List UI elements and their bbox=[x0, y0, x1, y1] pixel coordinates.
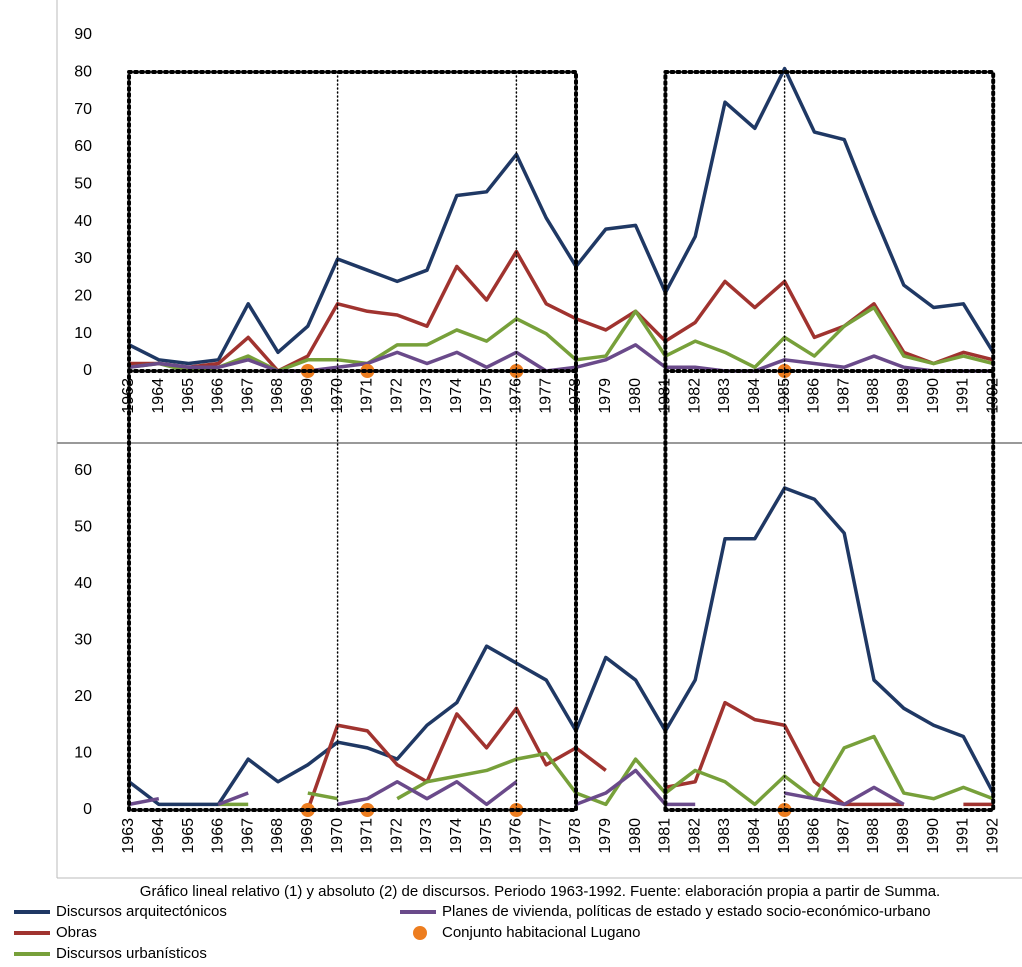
x-tick-label: 1973 bbox=[418, 818, 435, 854]
x-tick-label: 1971 bbox=[359, 818, 376, 854]
y-tick-label: 60 bbox=[74, 138, 92, 155]
y-tick-label: 0 bbox=[83, 801, 92, 818]
series-line bbox=[218, 734, 994, 807]
legend-label: Conjunto habitacional Lugano bbox=[442, 924, 641, 941]
x-tick-label: 1990 bbox=[925, 818, 942, 854]
y-tick-label: 30 bbox=[74, 250, 92, 267]
x-tick-label: 1992 bbox=[984, 818, 1001, 854]
y-tick-label: 50 bbox=[74, 176, 92, 193]
x-tick-label: 1964 bbox=[150, 378, 167, 414]
legend-label: Discursos urbanísticos bbox=[56, 945, 207, 962]
series-line bbox=[128, 768, 905, 807]
x-tick-label: 1983 bbox=[716, 378, 733, 414]
x-tick-label: 1991 bbox=[955, 818, 972, 854]
x-tick-label: 1969 bbox=[299, 378, 316, 414]
x-tick-label: 1977 bbox=[537, 818, 554, 854]
x-tick-label: 1986 bbox=[806, 818, 823, 854]
y-tick-label: 30 bbox=[74, 632, 92, 649]
legend-label: Planes de vivienda, políticas de estado … bbox=[442, 903, 931, 920]
y-tick-label: 40 bbox=[74, 575, 92, 592]
x-tick-label: 1988 bbox=[865, 818, 882, 854]
legend-label: Obras bbox=[56, 924, 97, 941]
x-tick-label: 1972 bbox=[388, 378, 405, 414]
x-tick-label: 1968 bbox=[269, 378, 286, 414]
x-tick-label: 1984 bbox=[746, 818, 763, 854]
legend-swatch bbox=[413, 926, 427, 940]
y-tick-label: 60 bbox=[74, 462, 92, 479]
series-line bbox=[128, 66, 995, 366]
x-tick-label: 1979 bbox=[597, 378, 614, 414]
x-tick-label: 1981 bbox=[657, 818, 674, 854]
y-tick-label: 80 bbox=[74, 64, 92, 81]
period-frame bbox=[127, 70, 578, 812]
y-tick-label: 10 bbox=[74, 325, 92, 342]
period-frame bbox=[663, 70, 996, 812]
caption: Gráfico lineal relativo (1) y absoluto (… bbox=[140, 883, 940, 900]
y-tick-label: 20 bbox=[74, 688, 92, 705]
legend-label: Discursos arquitectónicos bbox=[56, 903, 227, 920]
x-tick-label: 1975 bbox=[478, 378, 495, 414]
x-tick-label: 1985 bbox=[776, 818, 793, 854]
x-tick-label: 1982 bbox=[686, 378, 703, 414]
x-tick-label: 1968 bbox=[269, 818, 286, 854]
x-tick-label: 1988 bbox=[865, 378, 882, 414]
x-tick-label: 1972 bbox=[388, 818, 405, 854]
x-tick-label: 1986 bbox=[806, 378, 823, 414]
x-tick-label: 1970 bbox=[329, 818, 346, 854]
x-tick-label: 1977 bbox=[537, 378, 554, 414]
x-tick-label: 1966 bbox=[210, 378, 227, 414]
x-tick-label: 1991 bbox=[955, 378, 972, 414]
y-tick-label: 70 bbox=[74, 101, 92, 118]
y-tick-label: 90 bbox=[74, 26, 92, 43]
x-tick-label: 1989 bbox=[895, 378, 912, 414]
x-tick-label: 1990 bbox=[925, 378, 942, 414]
x-tick-label: 1980 bbox=[627, 818, 644, 854]
x-tick-label: 1989 bbox=[895, 818, 912, 854]
x-tick-label: 1980 bbox=[627, 378, 644, 414]
x-tick-label: 1979 bbox=[597, 818, 614, 854]
x-tick-label: 1965 bbox=[180, 818, 197, 854]
x-tick-label: 1974 bbox=[448, 818, 465, 854]
x-tick-label: 1973 bbox=[418, 378, 435, 414]
x-tick-label: 1965 bbox=[180, 378, 197, 414]
x-tick-label: 1966 bbox=[210, 818, 227, 854]
series-line bbox=[127, 486, 995, 807]
x-tick-label: 1982 bbox=[686, 818, 703, 854]
x-tick-label: 1976 bbox=[508, 818, 525, 854]
y-tick-label: 10 bbox=[74, 745, 92, 762]
x-tick-label: 1978 bbox=[567, 818, 584, 854]
x-tick-label: 1984 bbox=[746, 378, 763, 414]
x-tick-label: 1987 bbox=[835, 378, 852, 414]
x-tick-label: 1967 bbox=[239, 378, 256, 414]
x-tick-label: 1964 bbox=[150, 818, 167, 854]
x-tick-label: 1975 bbox=[478, 818, 495, 854]
x-tick-label: 1963 bbox=[120, 818, 137, 854]
x-tick-label: 1967 bbox=[239, 818, 256, 854]
x-tick-label: 1971 bbox=[359, 378, 376, 414]
y-tick-label: 0 bbox=[83, 362, 92, 379]
x-tick-label: 1969 bbox=[299, 818, 316, 854]
x-tick-label: 1983 bbox=[716, 818, 733, 854]
x-tick-label: 1974 bbox=[448, 378, 465, 414]
y-tick-label: 40 bbox=[74, 213, 92, 230]
y-tick-label: 20 bbox=[74, 288, 92, 305]
x-tick-label: 1987 bbox=[835, 818, 852, 854]
y-tick-label: 50 bbox=[74, 519, 92, 536]
